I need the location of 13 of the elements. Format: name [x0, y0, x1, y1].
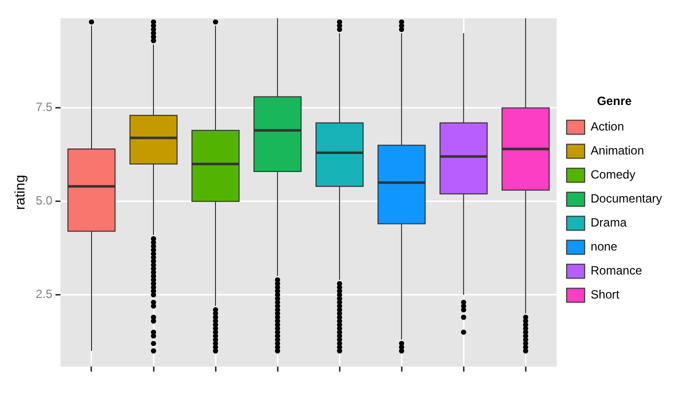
y-tick-label: 7.5 [36, 100, 53, 114]
legend-label: Animation [590, 144, 644, 158]
legend-label: Short [590, 288, 620, 302]
legend-label: Documentary [590, 192, 662, 206]
y-tick-label: 5.0 [36, 194, 53, 208]
y-tick-label: 2.5 [36, 287, 53, 302]
legend-label: Action [590, 120, 624, 134]
legend-label: Comedy [590, 168, 636, 182]
y-axis-title: rating [11, 174, 28, 210]
legend-label: Drama [590, 216, 627, 230]
legend-label: none [590, 240, 618, 254]
legend-label: Romance [590, 264, 642, 278]
legend-title: Genre [596, 94, 632, 108]
